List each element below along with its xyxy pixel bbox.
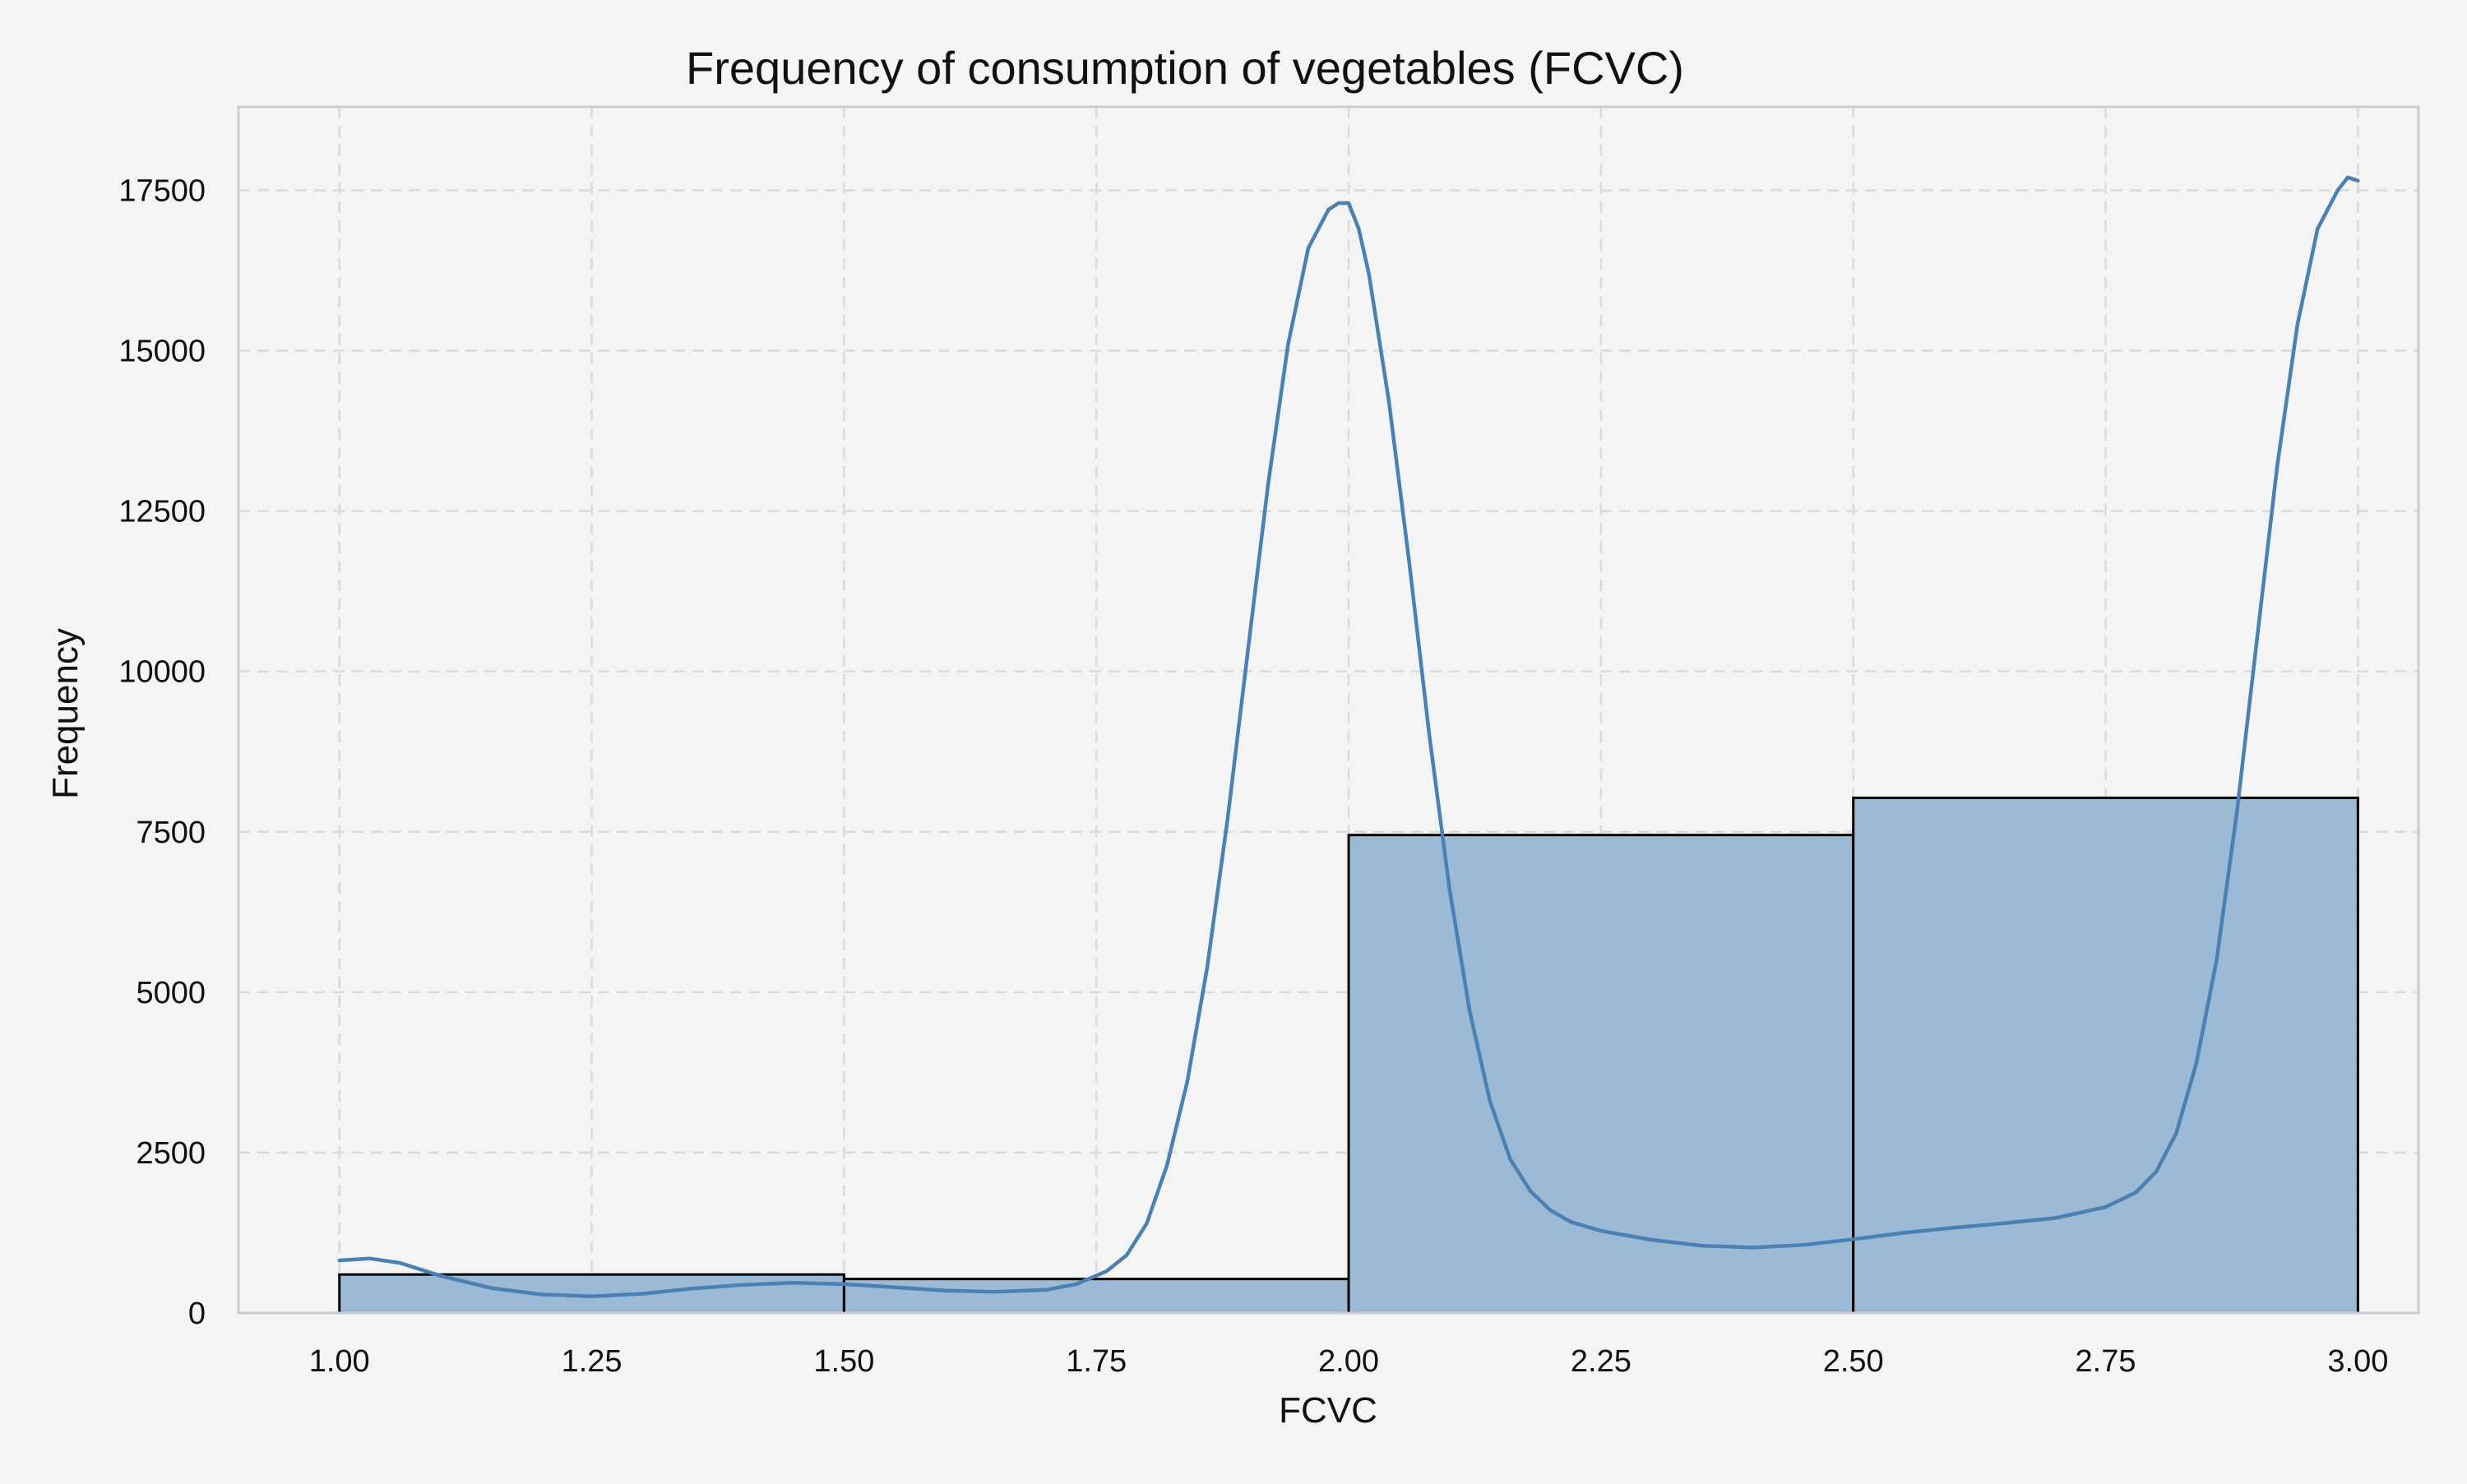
x-tick-label-1: 1.25 <box>562 1344 623 1379</box>
y-axis-ticks: 0 2500 5000 7500 10000 12500 15000 17500 <box>118 173 206 1331</box>
y-tick-label-5: 12500 <box>118 495 206 529</box>
x-tick-label-6: 2.50 <box>1823 1344 1884 1379</box>
y-tick-label-7: 17500 <box>118 173 206 208</box>
plot-frame <box>237 105 2420 1315</box>
x-tick-label-0: 1.00 <box>309 1344 370 1379</box>
y-tick-label-4: 10000 <box>118 655 206 690</box>
histogram-bar-1 <box>338 1273 845 1315</box>
kde-curve <box>337 175 2360 1298</box>
x-tick-label-3: 1.75 <box>1066 1344 1127 1379</box>
y-tick-label-1: 2500 <box>136 1136 206 1171</box>
histogram-bar-4 <box>1852 796 2359 1315</box>
x-tick-label-5: 2.25 <box>1571 1344 1632 1379</box>
x-tick-label-2: 1.50 <box>813 1344 874 1379</box>
y-tick-label-3: 7500 <box>136 816 206 850</box>
y-tick-label-0: 0 <box>188 1297 206 1331</box>
histogram-bars <box>338 796 2359 1315</box>
x-tick-label-8: 3.00 <box>2327 1344 2388 1379</box>
x-axis-label: FCVC <box>1279 1390 1377 1431</box>
histogram-bar-3 <box>1347 834 1855 1315</box>
y-tick-label-6: 15000 <box>118 335 206 369</box>
x-axis-ticks: 1.00 1.25 1.50 1.75 2.00 2.25 2.50 2.75 3.00 <box>309 1344 2389 1379</box>
histogram-bar-2 <box>842 1278 1350 1315</box>
y-axis-label: Frequency <box>45 628 86 799</box>
chart-title: Frequency of consumption of vegetables (… <box>686 42 1684 94</box>
kde-curve-layer <box>337 175 2360 1298</box>
x-tick-label-7: 2.75 <box>2076 1344 2136 1379</box>
x-tick-label-4: 2.00 <box>1318 1344 1379 1379</box>
y-tick-label-2: 5000 <box>136 976 206 1010</box>
